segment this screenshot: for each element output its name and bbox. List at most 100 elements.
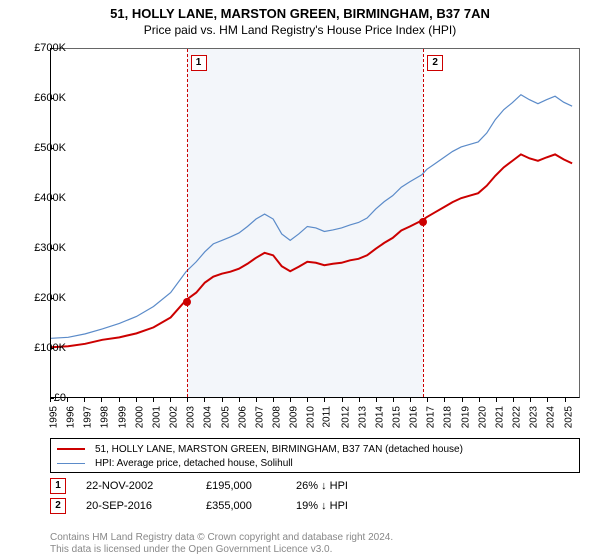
x-tick-mark: [342, 398, 343, 402]
y-tick-mark: [50, 298, 54, 299]
y-tick-mark: [50, 348, 54, 349]
x-tick-label: 2000: [134, 406, 145, 428]
x-tick-label: 2015: [391, 406, 402, 428]
footer-line: This data is licensed under the Open Gov…: [50, 544, 393, 556]
event-marker: 1: [191, 55, 207, 71]
x-tick-mark: [359, 398, 360, 402]
legend-label: 51, HOLLY LANE, MARSTON GREEN, BIRMINGHA…: [95, 444, 463, 455]
x-tick-label: 2011: [322, 406, 333, 428]
x-tick-mark: [427, 398, 428, 402]
x-tick-mark: [496, 398, 497, 402]
y-tick-mark: [50, 148, 54, 149]
event-row: 122-NOV-2002£195,00026% ↓ HPI: [50, 478, 580, 494]
x-tick-mark: [444, 398, 445, 402]
x-tick-mark: [50, 398, 51, 402]
x-tick-label: 2003: [185, 406, 196, 428]
y-tick-mark: [50, 48, 54, 49]
x-tick-label: 2010: [306, 406, 317, 428]
legend-box: 51, HOLLY LANE, MARSTON GREEN, BIRMINGHA…: [50, 438, 580, 473]
legend-label: HPI: Average price, detached house, Soli…: [95, 458, 293, 469]
line-series-price_paid: [51, 154, 572, 347]
y-tick-label: £700K: [22, 42, 66, 54]
x-tick-label: 1999: [117, 406, 128, 428]
x-tick-label: 2012: [340, 406, 351, 428]
y-tick-label: £400K: [22, 192, 66, 204]
x-tick-mark: [170, 398, 171, 402]
x-tick-label: 2018: [443, 406, 454, 428]
x-tick-label: 2008: [271, 406, 282, 428]
y-tick-label: £300K: [22, 242, 66, 254]
x-tick-mark: [565, 398, 566, 402]
event-hpi: 19% ↓ HPI: [296, 500, 396, 512]
chart-container: 51, HOLLY LANE, MARSTON GREEN, BIRMINGHA…: [0, 0, 600, 560]
x-tick-mark: [547, 398, 548, 402]
x-tick-mark: [324, 398, 325, 402]
x-tick-label: 2019: [460, 406, 471, 428]
y-tick-label: £500K: [22, 142, 66, 154]
x-tick-label: 2001: [151, 406, 162, 428]
event-price: £195,000: [206, 480, 296, 492]
x-tick-mark: [256, 398, 257, 402]
legend-swatch: [57, 463, 85, 464]
x-tick-mark: [119, 398, 120, 402]
event-date: 20-SEP-2016: [86, 500, 206, 512]
y-tick-label: £600K: [22, 92, 66, 104]
x-tick-label: 2016: [408, 406, 419, 428]
x-tick-label: 1997: [83, 406, 94, 428]
legend-swatch: [57, 448, 85, 450]
x-tick-label: 2004: [203, 406, 214, 428]
event-hpi: 26% ↓ HPI: [296, 480, 396, 492]
x-tick-label: 2013: [357, 406, 368, 428]
x-tick-label: 1998: [100, 406, 111, 428]
plot-area: 12: [50, 48, 580, 398]
x-tick-mark: [136, 398, 137, 402]
x-tick-label: 2006: [237, 406, 248, 428]
x-tick-mark: [513, 398, 514, 402]
x-tick-mark: [67, 398, 68, 402]
chart-subtitle: Price paid vs. HM Land Registry's House …: [0, 21, 600, 41]
x-tick-label: 1995: [48, 406, 59, 428]
x-tick-label: 2017: [426, 406, 437, 428]
event-number: 2: [50, 498, 66, 514]
x-tick-mark: [479, 398, 480, 402]
footer-text: Contains HM Land Registry data © Crown c…: [50, 532, 393, 556]
x-tick-mark: [222, 398, 223, 402]
x-tick-mark: [530, 398, 531, 402]
x-tick-label: 2023: [529, 406, 540, 428]
x-tick-mark: [187, 398, 188, 402]
x-tick-mark: [290, 398, 291, 402]
x-tick-mark: [273, 398, 274, 402]
y-tick-mark: [50, 198, 54, 199]
legend-row: HPI: Average price, detached house, Soli…: [57, 456, 573, 470]
x-tick-mark: [410, 398, 411, 402]
y-tick-label: £100K: [22, 342, 66, 354]
event-number: 1: [50, 478, 66, 494]
x-tick-mark: [239, 398, 240, 402]
event-row: 2 20-SEP-2016£355,00019% ↓ HPI: [50, 498, 580, 514]
y-tick-mark: [50, 98, 54, 99]
sale-dot: [419, 218, 427, 226]
x-tick-mark: [393, 398, 394, 402]
y-tick-mark: [50, 248, 54, 249]
legend-row: 51, HOLLY LANE, MARSTON GREEN, BIRMINGHA…: [57, 442, 573, 456]
sale-dot: [183, 298, 191, 306]
x-tick-mark: [101, 398, 102, 402]
x-tick-label: 2025: [563, 406, 574, 428]
x-tick-mark: [153, 398, 154, 402]
line-series-hpi: [51, 95, 572, 339]
x-tick-mark: [84, 398, 85, 402]
x-tick-mark: [376, 398, 377, 402]
x-tick-label: 2020: [477, 406, 488, 428]
x-tick-label: 2002: [168, 406, 179, 428]
event-price: £355,000: [206, 500, 296, 512]
x-tick-label: 2024: [546, 406, 557, 428]
x-tick-label: 2009: [288, 406, 299, 428]
x-tick-mark: [307, 398, 308, 402]
y-tick-label: £200K: [22, 292, 66, 304]
x-tick-label: 2021: [494, 406, 505, 428]
chart-svg: [51, 49, 579, 397]
x-tick-label: 2014: [374, 406, 385, 428]
x-tick-mark: [204, 398, 205, 402]
x-tick-label: 2005: [220, 406, 231, 428]
x-tick-mark: [462, 398, 463, 402]
